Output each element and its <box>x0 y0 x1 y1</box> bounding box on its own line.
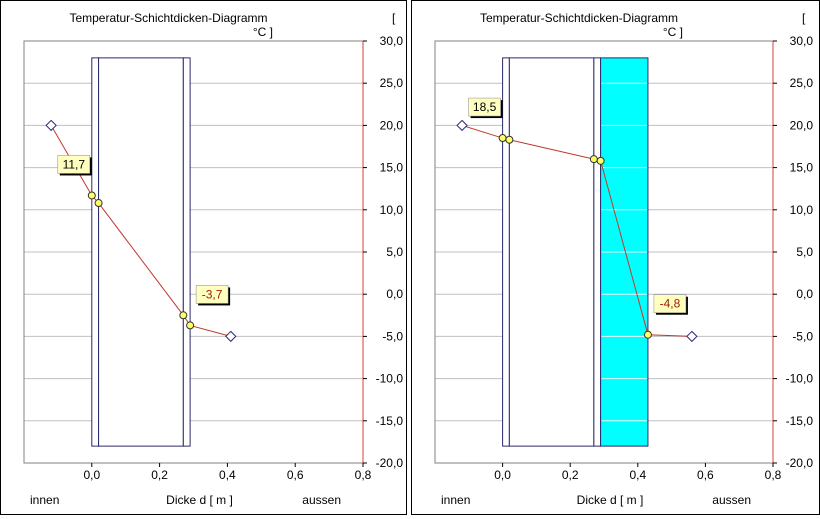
surface-temperature-point <box>87 191 96 200</box>
surface-temperature-point <box>94 199 103 208</box>
wall-layer-1 <box>91 57 100 447</box>
y-tick-label: 30,0 <box>790 34 814 48</box>
annotation-box <box>57 155 91 174</box>
x-tick-label: 0,0 <box>494 468 511 482</box>
y-tick-label: -10,0 <box>786 372 814 386</box>
x-axis-label: Dicke d [ m ] <box>166 493 233 507</box>
left-chart: 30,0 25,0 20,0 15,0 10,0 5,0 0,0 -5,0 -10,0 -15,0… <box>23 11 404 507</box>
annotation-label: 11,7 <box>63 157 86 171</box>
y-tick-label: 5,0 <box>386 245 403 259</box>
x-tick-label: 0,2 <box>562 468 579 482</box>
y-unit-label: °C ] <box>663 25 683 39</box>
surface-temperature-point <box>589 155 598 164</box>
y-tick-label: -10,0 <box>376 372 404 386</box>
wall-layer-3 <box>182 57 191 447</box>
x-tick-label: 0,6 <box>697 468 714 482</box>
x-tick-label: 0,4 <box>629 468 646 482</box>
y-tick-label: 20,0 <box>380 118 404 132</box>
x-tick-label: 0,0 <box>83 468 100 482</box>
air-temperature-point <box>456 119 468 132</box>
y-tick-label: 15,0 <box>790 161 814 175</box>
x-left-label: innen <box>30 493 59 507</box>
y-unit-bracket: [ <box>392 11 396 25</box>
y-tick-label: 0,0 <box>386 287 403 301</box>
wall-layer-2 <box>508 57 595 447</box>
y-unit-bracket: [ <box>802 11 806 25</box>
temperature-line <box>50 125 231 337</box>
x-right-label: aussen <box>712 493 751 507</box>
left-chart-panel: 30,0 25,0 20,0 15,0 10,0 5,0 0,0 -5,0 -10,0 -15,0… <box>0 0 407 515</box>
air-temperature-point <box>686 330 698 343</box>
x-tick-label: 0,4 <box>219 468 236 482</box>
y-tick-label: -15,0 <box>786 414 814 428</box>
wall-layer-3 <box>593 57 602 447</box>
y-tick-label: 5,0 <box>796 245 813 259</box>
x-tick-label: 0,6 <box>287 468 304 482</box>
right-chart: 30,0 25,0 20,0 15,0 10,0 5,0 0,0 -5,0 -10,0 -15,0… <box>434 11 814 507</box>
y-unit-label: °C ] <box>253 25 273 39</box>
x-right-label: aussen <box>302 493 341 507</box>
annotation-label: -3,7 <box>202 287 223 301</box>
annotation-label: -4,8 <box>660 297 681 311</box>
chart-title: Temperatur-Schichtdicken-Diagramm <box>69 11 267 25</box>
surface-temperature-point <box>498 134 507 143</box>
y-tick-label: -5,0 <box>382 329 403 343</box>
annotation-box <box>195 285 229 304</box>
annotation-box <box>653 294 687 313</box>
surface-temperature-point <box>186 321 195 330</box>
y-tick-label: -20,0 <box>376 456 404 470</box>
y-tick-label: 20,0 <box>790 118 814 132</box>
y-tick-label: -20,0 <box>786 456 814 470</box>
air-temperature-point <box>225 330 237 343</box>
surface-temperature-point <box>179 311 188 320</box>
surface-temperature-point <box>643 330 652 339</box>
y-tick-label: -15,0 <box>376 414 404 428</box>
y-tick-label: 25,0 <box>380 76 404 90</box>
x-left-label: innen <box>441 493 470 507</box>
wall-layer-2 <box>98 57 184 447</box>
x-tick-label: 0,8 <box>765 468 782 482</box>
y-tick-label: 10,0 <box>380 203 404 217</box>
y-tick-label: 30,0 <box>380 34 404 48</box>
annotation-box <box>468 97 501 117</box>
right-chart-panel: 30,0 25,0 20,0 15,0 10,0 5,0 0,0 -5,0 -10,0 -15,0… <box>411 0 820 515</box>
y-tick-label: 0,0 <box>796 287 813 301</box>
wall-layer-1 <box>502 57 510 447</box>
surface-temperature-point <box>505 135 514 144</box>
annotation-label: 18,5 <box>473 100 497 114</box>
chart-title: Temperatur-Schichtdicken-Diagramm <box>480 11 678 25</box>
x-axis-label: Dicke d [ m ] <box>577 493 644 507</box>
y-tick-label: -5,0 <box>792 329 813 343</box>
x-tick-label: 0,8 <box>355 468 372 482</box>
y-tick-label: 25,0 <box>790 76 814 90</box>
y-tick-label: 15,0 <box>380 161 404 175</box>
air-temperature-point <box>45 119 57 132</box>
y-tick-label: 10,0 <box>790 203 814 217</box>
x-tick-label: 0,2 <box>151 468 168 482</box>
surface-temperature-point <box>596 156 605 165</box>
